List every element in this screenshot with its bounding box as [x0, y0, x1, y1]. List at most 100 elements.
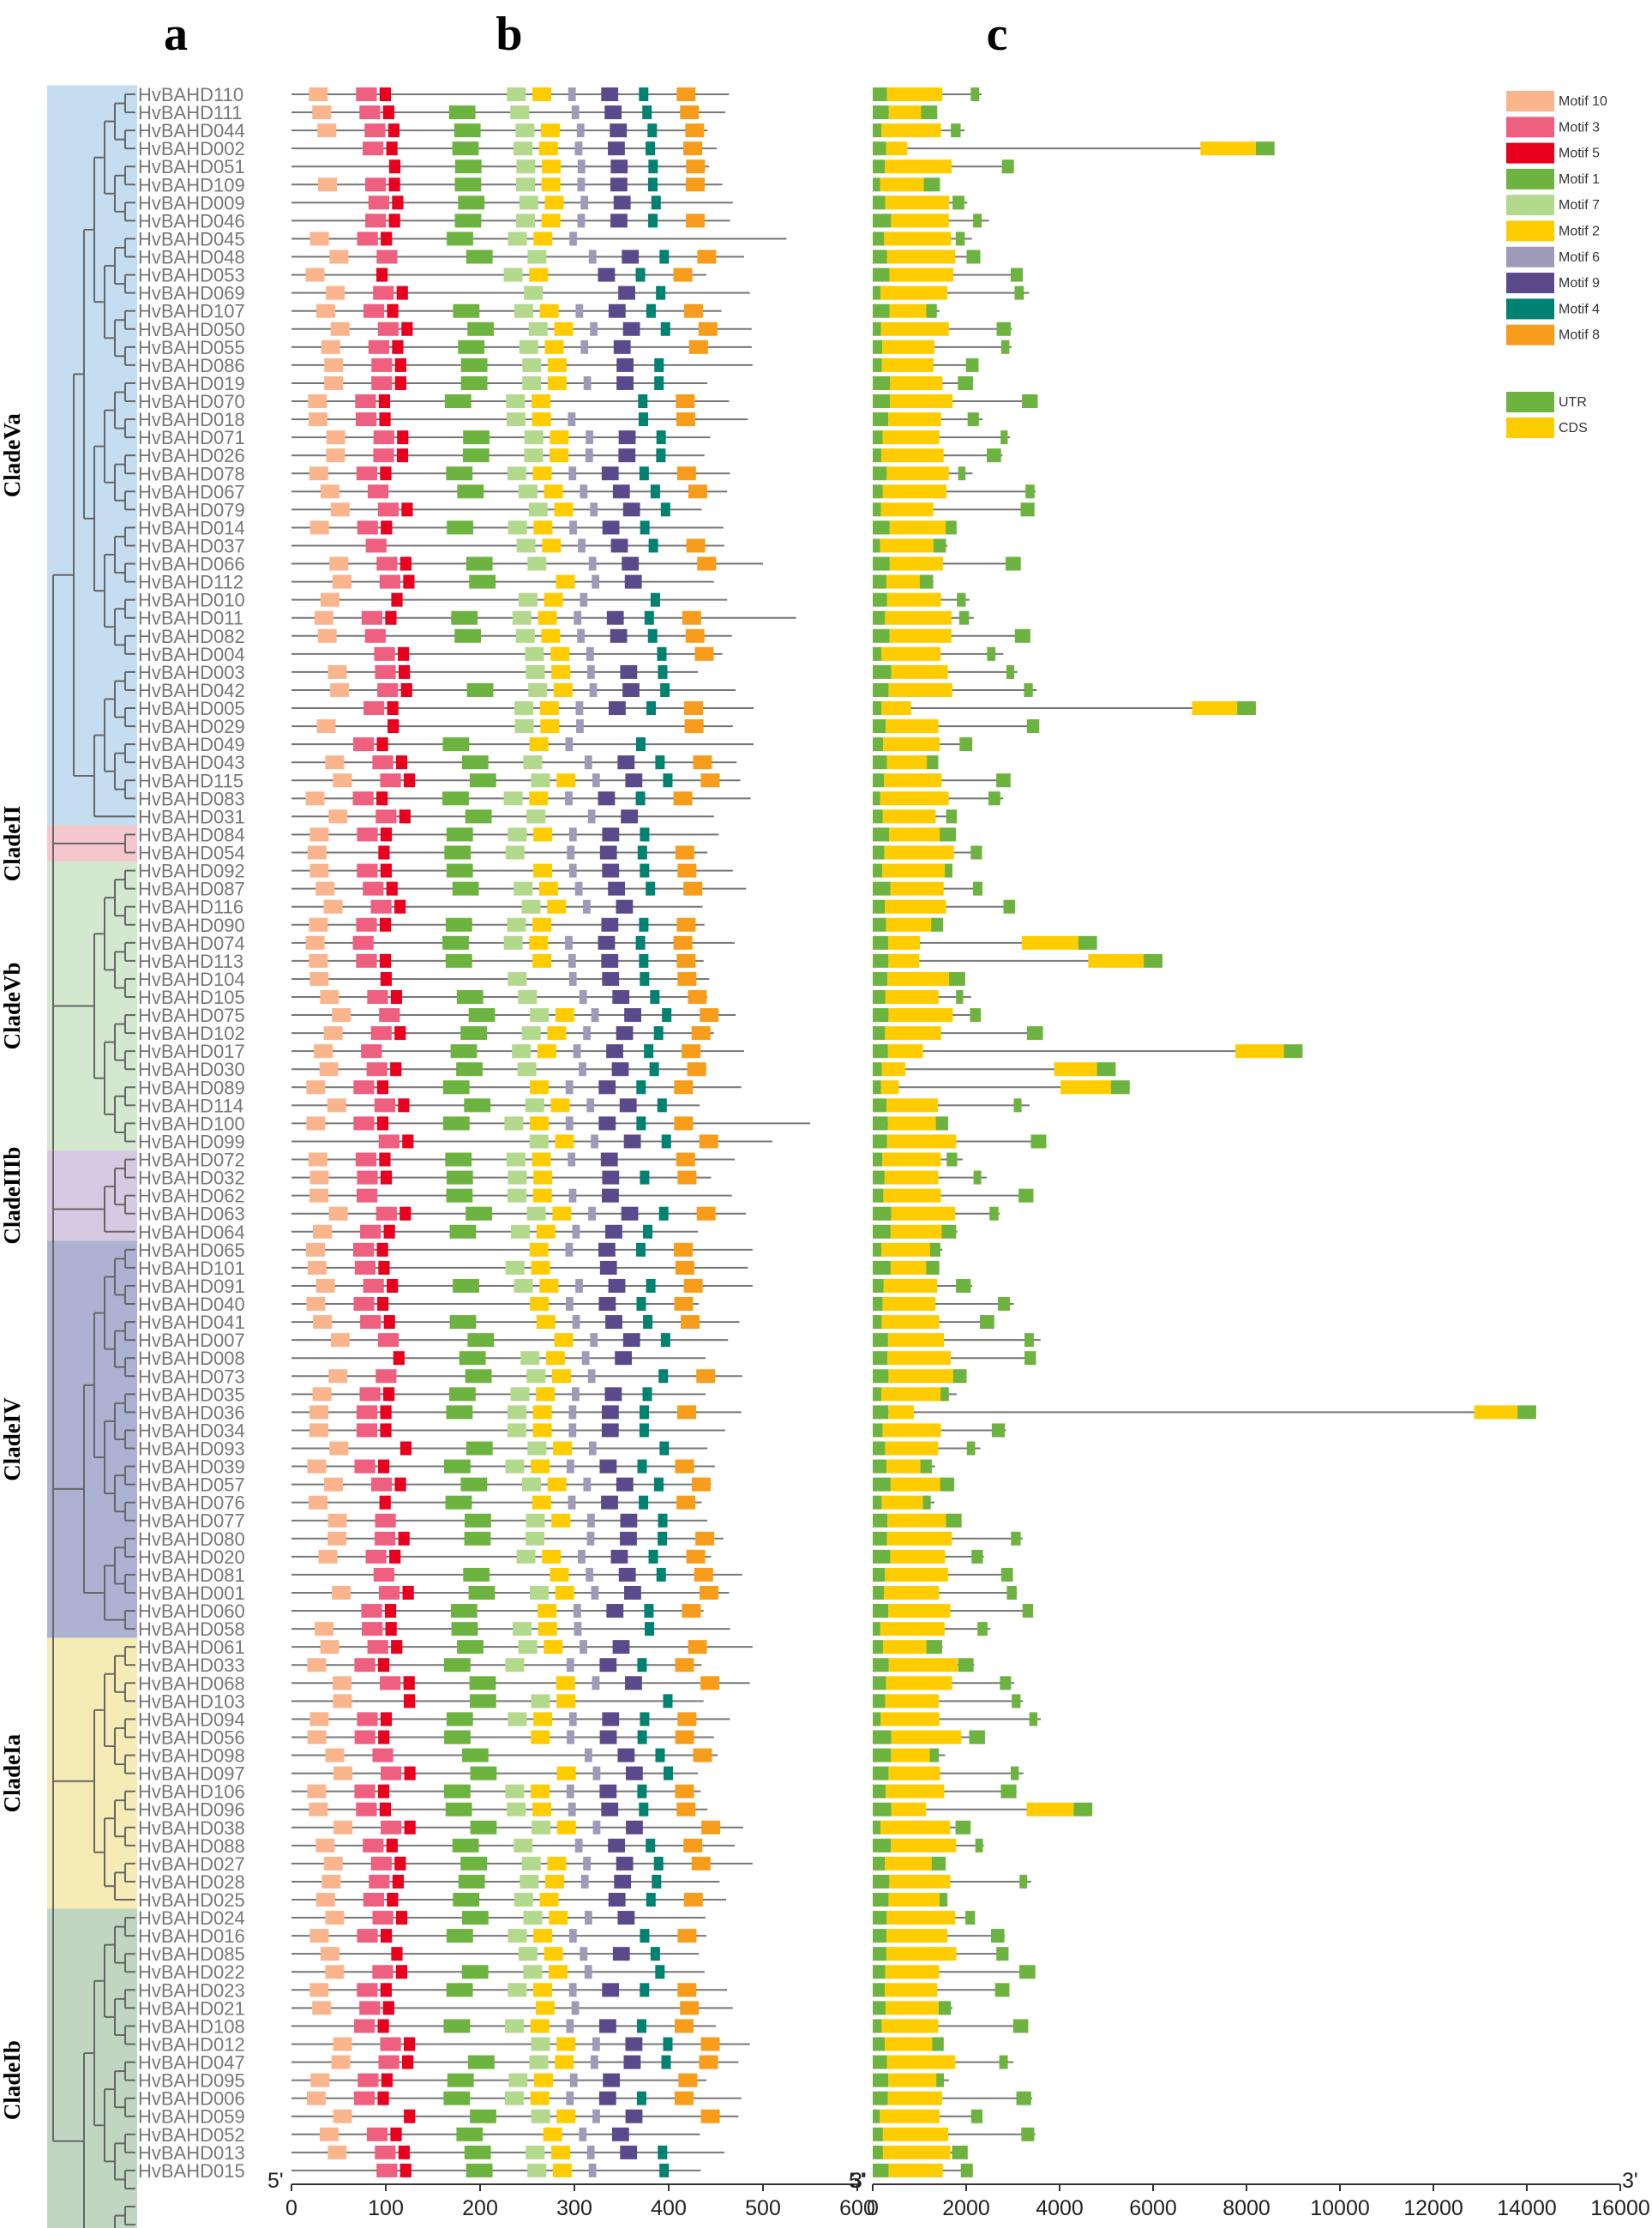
gene-label: HvBAHD003 — [138, 662, 245, 683]
motif-box — [598, 1116, 616, 1131]
motif-box — [541, 177, 561, 192]
motif-box — [363, 141, 384, 156]
utr-block — [873, 719, 886, 734]
gene-label: HvBAHD020 — [138, 1546, 245, 1568]
motif-box — [685, 177, 705, 192]
motif-box — [682, 610, 701, 625]
motif-box — [553, 682, 573, 697]
motif-box — [507, 87, 526, 101]
motif-box — [532, 466, 552, 481]
motif-box — [619, 1098, 637, 1113]
cds-block — [880, 1622, 945, 1636]
motif-box — [544, 1947, 563, 1961]
motif-box — [541, 123, 561, 138]
motif-box — [379, 1152, 391, 1167]
motif-box — [583, 899, 591, 914]
utr-block — [873, 123, 882, 138]
panel-label-a: a — [164, 8, 188, 61]
gene-label: HvBAHD019 — [138, 373, 245, 394]
motif-box — [680, 105, 700, 120]
motif-box — [354, 2019, 375, 2033]
utr-block — [873, 1170, 885, 1185]
motif-box — [568, 87, 576, 101]
motif-box — [647, 123, 658, 138]
motif-box — [305, 267, 325, 282]
motif-box — [528, 502, 548, 517]
motif-box — [357, 1983, 378, 1997]
cds-block — [886, 466, 949, 481]
motif-box — [661, 1134, 671, 1149]
gene-label: HvBAHD114 — [138, 1095, 243, 1116]
utr-block — [873, 1893, 889, 1907]
motif-box — [519, 339, 538, 354]
motif-box — [385, 1622, 397, 1636]
motif-box — [529, 1242, 549, 1257]
motif-box — [616, 357, 634, 372]
motif-box — [357, 827, 378, 842]
motif-box — [308, 1152, 327, 1167]
motif-box — [683, 1893, 703, 1907]
clade-label: CladeVa — [0, 413, 25, 498]
gene-label: HvBAHD067 — [138, 481, 245, 502]
gene-label: HvBAHD035 — [138, 1384, 245, 1405]
utr-block — [1006, 1585, 1017, 1600]
motif-box — [309, 1802, 328, 1817]
motif-box — [590, 321, 598, 336]
motif-box — [516, 159, 536, 174]
motif-box — [309, 87, 328, 101]
motif-box — [620, 664, 638, 679]
motif-box — [580, 1874, 589, 1889]
motif-box — [578, 1549, 586, 1564]
motif-box — [381, 1820, 402, 1835]
motif-box — [615, 1351, 633, 1366]
gene-label: HvBAHD021 — [138, 1997, 245, 2019]
motif-box — [675, 1784, 694, 1799]
utr-block — [1026, 1026, 1043, 1041]
utr-block — [994, 1983, 1010, 1997]
cds-block — [1088, 953, 1144, 968]
utr-block — [873, 1369, 889, 1384]
motif-box — [613, 339, 631, 354]
motif-box — [602, 1983, 620, 1997]
utr-block — [873, 2055, 887, 2069]
motif-box — [547, 1856, 567, 1871]
utr-block — [1011, 1531, 1021, 1546]
utr-block — [873, 1604, 889, 1618]
motif-box — [568, 863, 577, 878]
utr-block — [873, 1477, 891, 1492]
utr-block — [980, 1315, 994, 1330]
motif-box — [653, 1477, 664, 1492]
utr-block — [873, 1224, 891, 1239]
utr-block — [873, 646, 882, 661]
motif-box — [373, 430, 394, 445]
motif-box — [450, 1604, 478, 1618]
motif-box — [508, 827, 527, 842]
motif-box — [541, 213, 561, 228]
motif-box — [618, 430, 636, 445]
motif-box — [646, 303, 656, 318]
motif-box — [675, 2019, 694, 2033]
motif-box — [514, 303, 533, 318]
legend-label: Motif 6 — [1559, 250, 1600, 265]
cds-block — [882, 339, 935, 354]
motif-box — [525, 1098, 544, 1113]
motif-box — [323, 1026, 343, 1041]
motif-box — [505, 2019, 525, 2033]
motif-box — [639, 87, 649, 101]
motif-box — [542, 1549, 562, 1564]
utr-block — [970, 1008, 982, 1023]
motif-box — [527, 556, 547, 571]
motif-box — [443, 1784, 471, 1799]
clade-label: CladeVb — [0, 963, 25, 1050]
motif-box — [375, 2145, 396, 2159]
motif-box — [610, 1549, 628, 1564]
motif-box — [456, 1062, 483, 1077]
motif-box — [376, 1080, 389, 1095]
motif-box — [313, 1315, 333, 1330]
motif-box — [587, 1513, 595, 1528]
motif-box — [625, 2109, 643, 2123]
gene-label: HvBAHD016 — [138, 1925, 245, 1947]
motif-box — [376, 737, 388, 752]
motif-box — [529, 2055, 549, 2069]
motif-box — [567, 845, 575, 860]
